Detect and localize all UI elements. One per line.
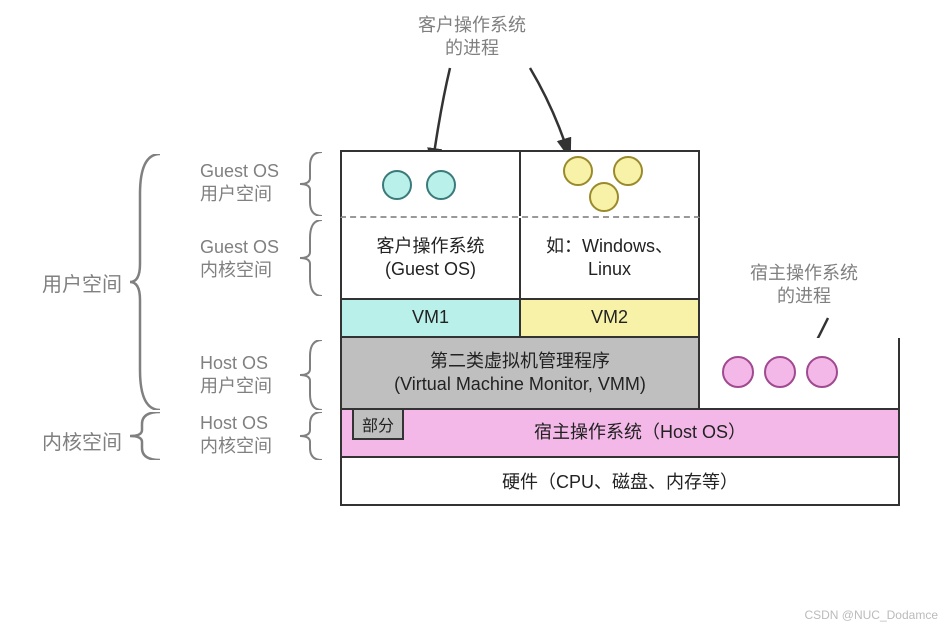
label-kernel-space: 内核空间: [42, 426, 122, 455]
guest-proc2-circle: [613, 156, 643, 186]
label-guest-kernel: Guest OS 内核空间: [200, 236, 279, 283]
guest-user-left: [342, 152, 519, 216]
guest-os-example-l2: Linux: [588, 259, 631, 279]
vmm-l1: 第二类虚拟机管理程序: [430, 351, 610, 371]
row-guest-kernel: 客户操作系统 (Guest OS) 如：Windows、 Linux: [340, 218, 700, 298]
vm2-cell: VM2: [521, 300, 698, 336]
row-vmm: 第二类虚拟机管理程序 (Virtual Machine Monitor, VMM…: [340, 338, 900, 410]
vm-stack: 客户操作系统 (Guest OS) 如：Windows、 Linux VM1 V…: [340, 150, 900, 506]
host-proc-circle: [722, 356, 754, 388]
guest-proc-circle: [426, 170, 456, 200]
vm1-cell: VM1: [342, 300, 519, 336]
vmm-l2: (Virtual Machine Monitor, VMM): [394, 374, 646, 394]
guest-proc2-circle: [563, 156, 593, 186]
part-tag: 部分: [352, 410, 404, 440]
vm2-label: VM2: [591, 306, 628, 329]
host-proc-circle: [764, 356, 796, 388]
host-proc-circle: [806, 356, 838, 388]
guest-os-l1: 客户操作系统: [377, 236, 485, 256]
labels-column: 用户空间 内核空间 Guest OS 用户空间 Guest OS 内核空间 Ho…: [0, 150, 340, 570]
guest-os-l2: (Guest OS): [385, 259, 476, 279]
row-hardware: 硬件（CPU、磁盘、内存等）: [340, 458, 900, 506]
guest-kernel-right: 如：Windows、 Linux: [521, 218, 698, 298]
brace-host-kernel: [300, 412, 330, 460]
row-guest-user: [340, 150, 700, 218]
brace-host-user: [300, 340, 330, 410]
label-host-user: Host OS 用户空间: [200, 352, 272, 399]
brace-user-space: [130, 154, 170, 410]
host-proc-area: [700, 338, 898, 408]
row-vm: VM1 VM2: [340, 298, 700, 338]
guest-os-example-l1: 如：Windows、: [546, 236, 673, 256]
label-guest-user: Guest OS 用户空间: [200, 160, 279, 207]
hardware-label: 硬件（CPU、磁盘、内存等）: [502, 468, 738, 494]
guest-proc-circle: [382, 170, 412, 200]
label-host-kernel: Host OS 内核空间: [200, 412, 272, 459]
guest-proc2-circle: [589, 182, 619, 212]
brace-guest-kernel: [300, 220, 330, 296]
host-os-label: 宿主操作系统（Host OS）: [534, 421, 746, 444]
row-host-os: 部分 宿主操作系统（Host OS）: [340, 410, 900, 458]
label-user-space: 用户空间: [42, 268, 122, 297]
brace-kernel-space: [130, 412, 170, 460]
guest-kernel-left: 客户操作系统 (Guest OS): [342, 218, 519, 298]
watermark: CSDN @NUC_Dodamce: [804, 608, 938, 622]
guest-user-right: [521, 152, 698, 216]
vmm-cell: 第二类虚拟机管理程序 (Virtual Machine Monitor, VMM…: [342, 338, 700, 408]
brace-guest-user: [300, 152, 330, 216]
vm1-label: VM1: [412, 306, 449, 329]
